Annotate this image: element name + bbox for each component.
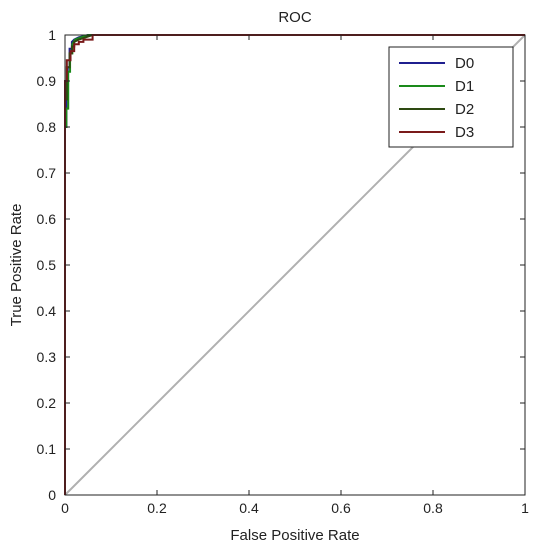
x-axis-title: False Positive Rate bbox=[230, 527, 359, 544]
x-tick-label: 0.2 bbox=[147, 500, 167, 516]
y-tick-label: 0.1 bbox=[37, 441, 57, 457]
legend-label-d3: D3 bbox=[455, 124, 474, 141]
series-line-d2 bbox=[64, 34, 525, 495]
y-tick-label: 0.8 bbox=[37, 119, 57, 135]
x-tick-label: 0 bbox=[61, 500, 69, 516]
y-axis-title: True Positive Rate bbox=[8, 204, 25, 327]
x-tick-label: 1 bbox=[521, 500, 529, 516]
y-tick-label: 0.9 bbox=[37, 73, 57, 89]
y-tick-label: 0.3 bbox=[37, 349, 57, 365]
x-tick-label: 0.4 bbox=[239, 500, 259, 516]
y-tick-label: 0.6 bbox=[37, 211, 57, 227]
legend-label-d1: D1 bbox=[455, 78, 474, 95]
y-tick-label: 1 bbox=[48, 27, 56, 43]
x-tick-label: 0.8 bbox=[423, 500, 443, 516]
y-tick-label: 0.5 bbox=[37, 257, 57, 273]
y-tick-label: 0 bbox=[48, 487, 56, 503]
y-tick-label: 0.4 bbox=[37, 303, 57, 319]
series-layer bbox=[64, 34, 525, 495]
legend-label-d0: D0 bbox=[455, 55, 474, 72]
y-axis: 0 0.1 0.2 0.3 0.4 0.5 0.6 0.7 0.8 0.9 1 bbox=[37, 27, 525, 503]
series-line-d3 bbox=[64, 34, 525, 495]
legend: D0 D1 D2 D3 bbox=[388, 46, 514, 148]
y-tick-label: 0.7 bbox=[37, 165, 57, 181]
x-tick-label: 0.6 bbox=[331, 500, 351, 516]
chart-title: ROC bbox=[278, 9, 312, 26]
x-axis: 0 0.2 0.4 0.6 0.8 1 bbox=[61, 35, 529, 516]
y-tick-label: 0.2 bbox=[37, 395, 57, 411]
legend-label-d2: D2 bbox=[455, 101, 474, 118]
